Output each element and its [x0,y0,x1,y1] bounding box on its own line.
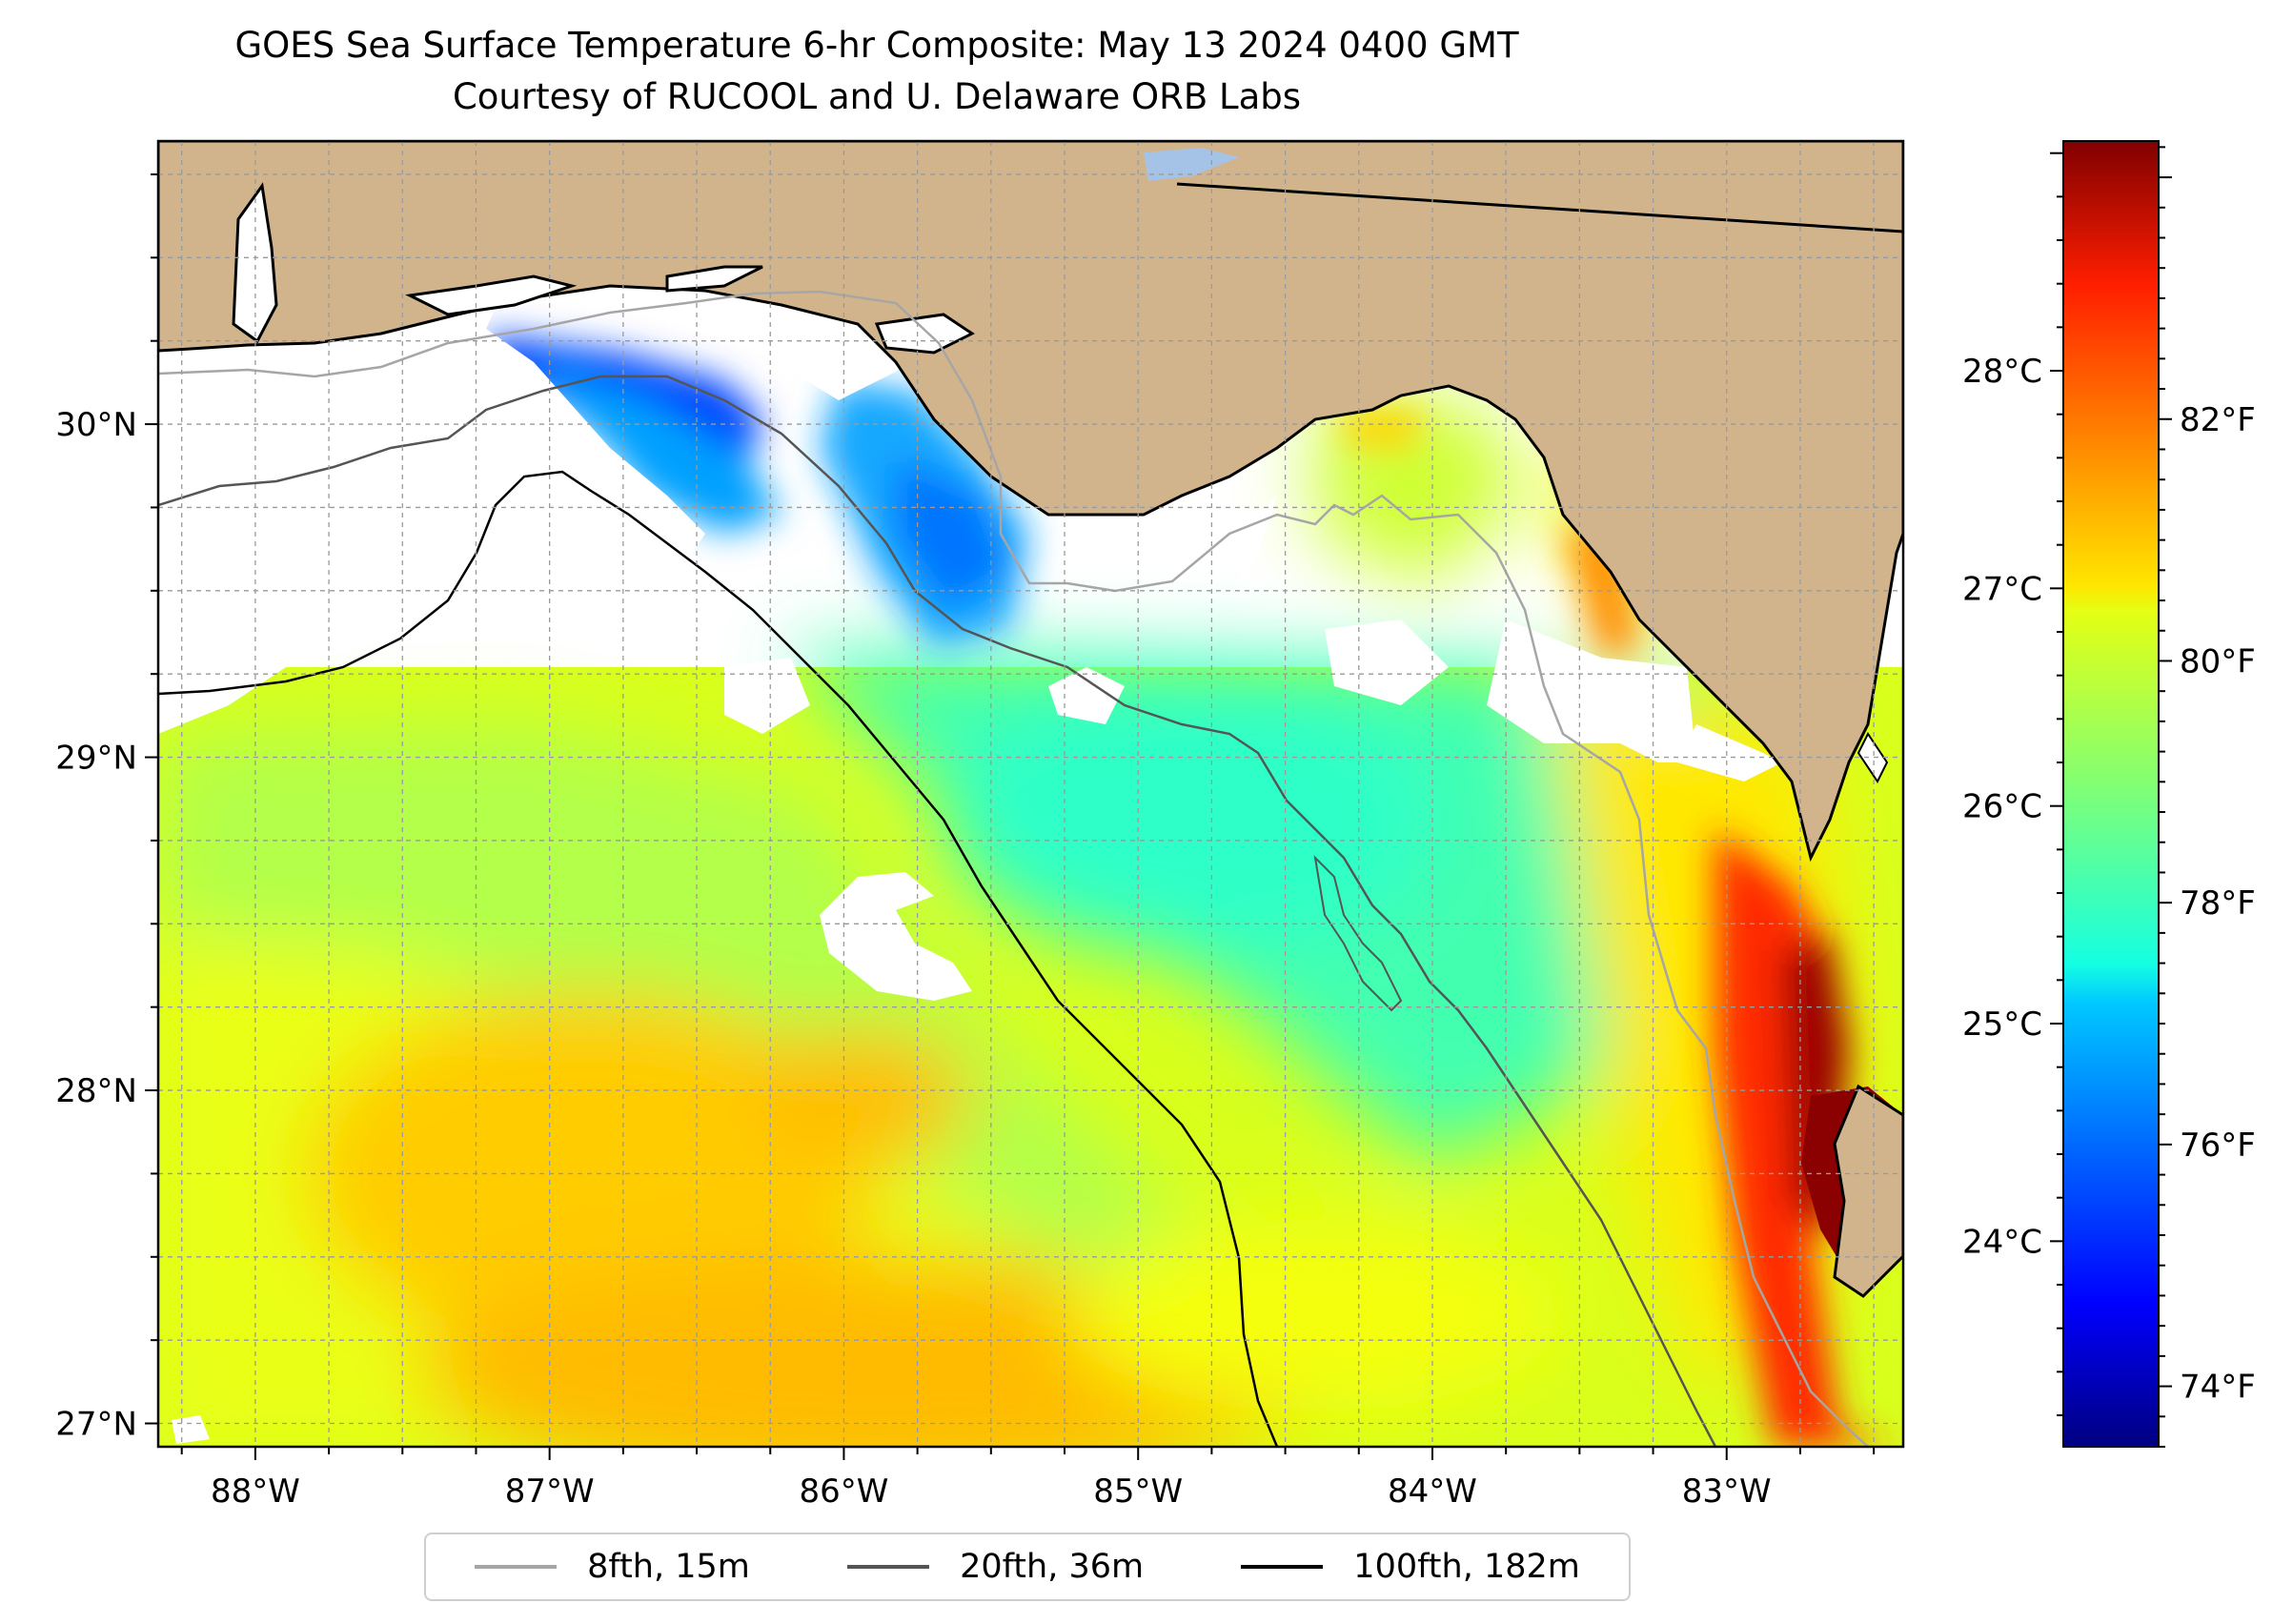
colorbar-c-label: 25°C [1962,1005,2042,1044]
lon-tick-label: 85°W [1093,1472,1183,1511]
lat-tick-label: 29°N [55,740,137,778]
mobile-bay [232,182,278,344]
lat-tick-label: 27°N [55,1406,137,1444]
sst-cyan-shelf [944,686,1439,953]
lon-tick-label: 84°W [1388,1472,1477,1511]
no-data-mask [158,267,1782,1444]
sst-field [158,334,1903,1447]
lon-tick-label: 83°W [1682,1472,1772,1511]
lon-tick-label: 88°W [211,1472,300,1511]
st-andrew-bay [874,313,975,355]
legend-label-100fth: 100fth, 182m [1353,1548,1580,1586]
lon-tick-label: 87°W [505,1472,595,1511]
map-subtitle: Courtesy of RUCOOL and U. Delaware ORB L… [452,76,1302,117]
map-panel [158,141,1903,1447]
map-axis-ticks [145,173,1876,1460]
lon-tick-label: 86°W [799,1472,888,1511]
colorbar-c-label: 26°C [1962,788,2042,826]
colorbar-c-label: 28°C [1962,353,2042,391]
longitude-axis: 88°W 87°W 86°W 85°W 84°W 83°W [211,1472,1772,1511]
lat-tick-label: 28°N [55,1072,137,1110]
sst-yellow-inshore [1334,410,1430,448]
cloud-mask-east [1487,619,1696,762]
map-title: GOES Sea Surface Temperature 6-hr Compos… [234,25,1519,66]
coastal-inlet [1857,732,1889,783]
cloud-mask-crescent [820,872,972,1001]
sst-blue-east-core [896,457,1010,610]
lake-seminole [1144,148,1239,181]
cloud-mask-small2 [724,658,810,734]
isobath-contours [158,290,1869,1447]
colorbar-gradient [2062,140,2160,1448]
isobath-20fth-island [1313,855,1403,1012]
colorbar-f-label: 74°F [2180,1369,2256,1407]
cloud-mask-east2 [1677,724,1782,782]
sst-smooth-layer [158,400,1858,1447]
legend-item-100fth: 100fth, 182m [1241,1548,1580,1586]
state-boundary-line [1176,182,1903,233]
isobath-8fth [158,290,1869,1447]
legend-label-20fth: 20fth, 36m [960,1548,1145,1586]
colorbar-c-label: 24°C [1962,1223,2042,1261]
cloud-mask-corner [172,1415,210,1444]
legend-item-20fth: 20fth, 36m [847,1548,1144,1586]
sst-warm-core [743,1029,972,1163]
colorbar-ticks: 74°F 76°F 78°F 80°F 82°F 24°C 25°C 26°C 27°C 28°C [1962,146,2256,1448]
cloud-mask-small [1048,667,1125,724]
lat-tick-label: 30°N [55,406,137,444]
legend-swatch-100fth [1241,1565,1324,1569]
graticule [158,141,1903,1447]
colorbar-f-label: 76°F [2180,1127,2256,1165]
legend-swatch-8fth [475,1565,558,1569]
isobath-100fth [158,470,1279,1447]
cloud-mask-mid [1325,619,1449,705]
legend-label-8fth: 8fth, 15m [587,1548,750,1586]
legend-swatch-20fth [847,1565,930,1569]
colorbar-c-label: 27°C [1962,570,2042,608]
isobath-20fth [158,375,1717,1447]
colorbar-f-label: 82°F [2180,401,2256,439]
map-frame [156,139,1905,1449]
choctawhatchee-bay [665,265,763,293]
sst-yellow-south [1067,1220,1563,1411]
sst-warm-eddy [305,991,877,1353]
land-peninsula-south [1833,1084,1903,1298]
cloud-mask-west [158,267,705,734]
latitude-axis: 30°N 29°N 28°N 27°N [55,406,137,1443]
colorbar: 74°F 76°F 78°F 80°F 82°F 24°C 25°C 26°C 27°C 28°C [1962,140,2256,1448]
isobath-legend: 8fth, 15m 20fth, 36m 100fth, 182m [424,1533,1631,1601]
colorbar-f-label: 78°F [2180,884,2256,923]
legend-item-8fth: 8fth, 15m [475,1548,750,1586]
sst-blue-west [534,362,781,534]
colorbar-f-label: 80°F [2180,642,2256,680]
land [158,141,1903,1298]
